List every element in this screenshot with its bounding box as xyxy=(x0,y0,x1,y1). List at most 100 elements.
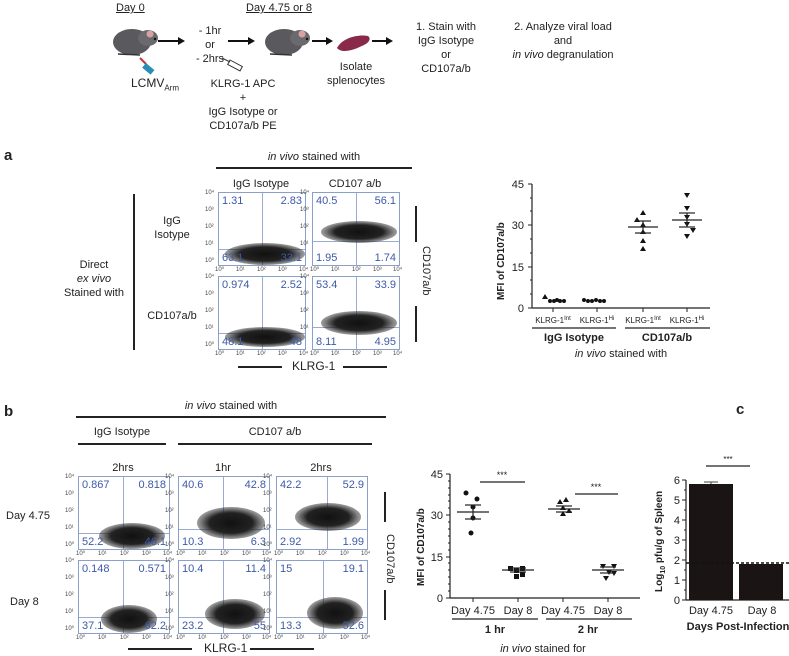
svg-text:4: 4 xyxy=(674,515,680,527)
flow-plot: 1.31 2.83 63.1 33.1 xyxy=(218,192,306,266)
svg-text:3: 3 xyxy=(674,535,680,547)
svg-text:KLRG-1Int: KLRG-1Int xyxy=(535,316,571,325)
timing-text: - 1hr or - 2hrs xyxy=(195,25,225,65)
arrow-icon xyxy=(312,37,333,45)
row-group-rule xyxy=(133,194,135,350)
svg-text:IgG Isotype: IgG Isotype xyxy=(544,332,604,344)
step2-text: 2. Analyze viral load and in vivo degran… xyxy=(512,21,614,61)
svg-text:6: 6 xyxy=(674,475,680,487)
svg-text:MFI of CD107a/b: MFI of CD107a/b xyxy=(496,222,507,300)
x-axis-rule xyxy=(250,648,314,650)
svg-text:0: 0 xyxy=(674,595,680,607)
flow-plot: 40.6 42.8 10.3 6.3 xyxy=(178,476,270,550)
svg-text:KLRG-1Hi: KLRG-1Hi xyxy=(580,316,615,325)
arrow-icon xyxy=(228,37,255,45)
row-group-title: Direct ex vivo Stained with xyxy=(64,259,124,299)
flow-plot: 0.974 2.52 48.1 48 xyxy=(218,276,306,350)
row-title: CD107a/b xyxy=(147,310,197,322)
svg-text:0: 0 xyxy=(437,593,443,605)
row-title: Day 8 xyxy=(10,596,39,608)
svg-text:Day 8: Day 8 xyxy=(594,605,623,617)
svg-text:Day 4.75: Day 4.75 xyxy=(541,605,585,617)
col-title: 2hrs xyxy=(112,462,134,474)
day0-label: Day 0 xyxy=(116,2,145,14)
svg-text:1: 1 xyxy=(674,575,680,587)
spleen-icon xyxy=(337,35,370,52)
row-title: Day 4.75 xyxy=(6,510,51,522)
svg-text:MFI of CD107a/b: MFI of CD107a/b xyxy=(416,508,427,586)
flow-plot: 42.2 52.9 2.92 1.99 xyxy=(276,476,368,550)
svg-text:***: *** xyxy=(723,455,732,464)
flow-plot: 10.4 11.4 23.2 55 xyxy=(178,560,270,634)
svg-text:Day 8: Day 8 xyxy=(748,605,777,617)
viral-load-bar-chart: *** 6 5 4 3 2 1 0 Log10 pfu/g of Spleen … xyxy=(654,455,789,633)
svg-text:2 hr: 2 hr xyxy=(578,624,599,636)
day-late-label: Day 4.75 or 8 xyxy=(246,2,313,14)
svg-text:Day 4.75: Day 4.75 xyxy=(451,605,495,617)
arrow-icon xyxy=(158,37,185,45)
header-rule xyxy=(76,416,386,418)
svg-text:CD107a/b: CD107a/b xyxy=(642,332,692,344)
row-title: IgG Isotype xyxy=(154,215,190,241)
panel-a-header: in vivo stained with xyxy=(267,151,361,163)
x-axis-rule xyxy=(343,366,387,368)
svg-text:45: 45 xyxy=(431,469,443,481)
flow-plot: 15 19.1 13.3 52.6 xyxy=(276,560,368,634)
x-axis-rule xyxy=(238,366,282,368)
group-rule xyxy=(178,443,372,445)
y-axis-rule xyxy=(384,590,386,620)
col-title: CD107 a/b xyxy=(328,178,382,190)
svg-text:0: 0 xyxy=(518,303,524,315)
panel-b-label: b xyxy=(4,403,14,420)
flow-plot: 0.148 0.571 37.1 62.2 xyxy=(78,560,170,634)
mfi-scatter-chart-b: 45 30 15 0 MFI of CD107a/b *** *** xyxy=(416,469,640,655)
panel-c-label: c xyxy=(736,401,745,418)
col-title: 2hrs xyxy=(310,462,332,474)
panel-b-header: in vivo stained with xyxy=(184,400,278,412)
mouse-icon xyxy=(113,29,158,56)
flow-plot: 0.867 0.818 52.2 46.1 xyxy=(78,476,170,550)
svg-text:Days Post-Infection: Days Post-Infection xyxy=(687,621,789,633)
svg-text:30: 30 xyxy=(512,220,524,232)
svg-text:KLRG-1Int: KLRG-1Int xyxy=(625,316,661,325)
x-axis-rule xyxy=(128,648,192,650)
svg-text:45: 45 xyxy=(512,179,524,191)
svg-text:2: 2 xyxy=(674,555,680,567)
group-rule xyxy=(78,443,166,445)
svg-text:***: *** xyxy=(591,482,602,492)
syringe-icon xyxy=(139,57,155,75)
y-axis-label: CD107a/b xyxy=(384,534,396,584)
step1-text: 1. Stain with IgG Isotype or CD107a/b xyxy=(416,21,476,75)
svg-text:in vivo stained with: in vivo stained with xyxy=(575,348,667,360)
y-axis-rule xyxy=(415,306,417,342)
col-title: IgG Isotype xyxy=(232,178,290,190)
svg-text:***: *** xyxy=(497,470,508,480)
y-axis-label: CD107a/b xyxy=(420,246,432,296)
header-rule xyxy=(216,167,412,169)
group-title: IgG Isotype xyxy=(93,426,151,438)
flow-plot: 53.4 33.9 8.11 4.95 xyxy=(312,276,400,350)
flow-plot: 40.5 56.1 1.95 1.74 xyxy=(312,192,400,266)
svg-text:Day 4.75: Day 4.75 xyxy=(689,605,733,617)
arrow-icon xyxy=(372,37,393,45)
svg-text:5: 5 xyxy=(674,495,680,507)
svg-text:15: 15 xyxy=(512,262,524,274)
mfi-scatter-chart-a: 45 30 15 0 MFI of CD107a/b xyxy=(496,179,710,360)
svg-text:1 hr: 1 hr xyxy=(485,624,506,636)
svg-text:KLRG-1Hi: KLRG-1Hi xyxy=(670,316,705,325)
x-axis-label: KLRG-1 xyxy=(204,641,248,655)
y-axis-rule xyxy=(415,206,417,242)
svg-text:in vivo stained for: in vivo stained for xyxy=(500,643,586,655)
mouse-icon xyxy=(265,29,310,56)
y-axis-rule xyxy=(384,492,386,522)
panel-a-label: a xyxy=(4,147,13,164)
isolate-text: Isolate splenocytes xyxy=(326,61,386,87)
svg-text:30: 30 xyxy=(431,510,443,522)
lcmv-label: LCMVArm xyxy=(131,76,180,93)
needle-icon xyxy=(221,57,244,72)
svg-text:Log10 pfu/g of Spleen: Log10 pfu/g of Spleen xyxy=(654,491,667,592)
col-title: 1hr xyxy=(215,462,231,474)
injection-text: KLRG-1 APC + IgG Isotype or CD107a/b PE xyxy=(208,78,278,132)
x-axis-label: KLRG-1 xyxy=(292,359,336,373)
svg-text:15: 15 xyxy=(431,552,443,564)
